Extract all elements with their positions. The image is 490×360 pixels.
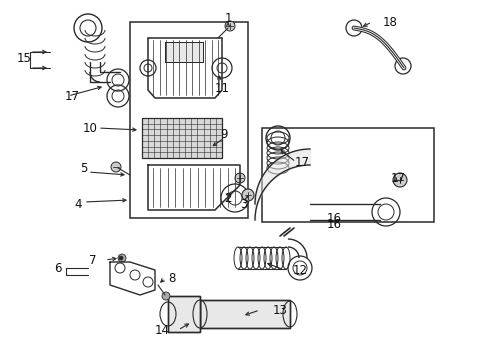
Bar [165,42,203,62]
Text: 6: 6 [54,261,62,274]
Text: 5: 5 [80,162,88,175]
Circle shape [225,21,235,31]
Text: 12: 12 [293,264,308,276]
Text: 14: 14 [154,324,170,337]
Text: 17: 17 [65,90,79,103]
Circle shape [162,292,170,300]
Text: 4: 4 [74,198,82,211]
Circle shape [393,173,407,187]
Text: 1: 1 [224,12,232,24]
Circle shape [235,173,245,183]
Text: 17: 17 [294,156,310,168]
Bar [200,300,290,328]
Bar [168,296,200,332]
Text: 16: 16 [326,211,342,225]
Text: 7: 7 [89,253,97,266]
Text: 9: 9 [220,129,228,141]
Bar [142,118,222,158]
Circle shape [118,254,126,262]
Text: 16: 16 [326,217,342,230]
Text: 3: 3 [240,198,247,211]
Text: 18: 18 [383,15,397,28]
Circle shape [119,256,123,260]
Bar [262,128,434,222]
Bar [168,296,200,332]
Circle shape [242,189,254,201]
Text: 15: 15 [17,51,31,64]
Circle shape [111,162,121,172]
Bar [200,300,290,328]
Text: 10: 10 [82,122,98,135]
Text: 11: 11 [215,81,229,94]
Text: 8: 8 [168,271,176,284]
Bar [130,22,248,218]
Bar [165,42,203,62]
Text: 13: 13 [272,303,288,316]
Text: 2: 2 [224,192,232,204]
Text: 17: 17 [391,171,406,184]
